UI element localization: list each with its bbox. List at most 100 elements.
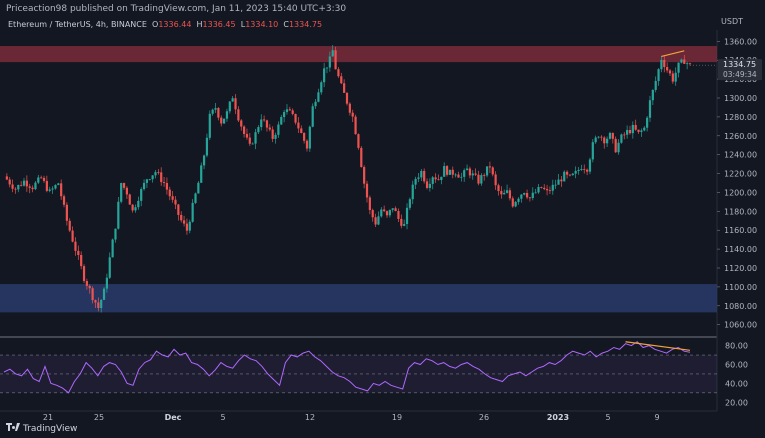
candle-body: [683, 59, 686, 64]
candle-body: [477, 174, 480, 184]
candle: [414, 176, 417, 190]
candle: [457, 171, 460, 178]
candle: [517, 197, 520, 205]
candle: [683, 54, 686, 65]
candle: [380, 207, 383, 218]
candle: [443, 162, 446, 177]
candle-body: [283, 112, 286, 118]
candle-body: [651, 89, 654, 101]
candle-body: [397, 211, 400, 219]
candle: [202, 154, 206, 170]
candle: [545, 185, 549, 196]
candle: [560, 175, 563, 187]
candle-body: [631, 124, 634, 134]
candle: [594, 135, 597, 144]
candle-body: [360, 147, 363, 168]
price-tick-label: 1300.00: [724, 94, 757, 103]
candle: [85, 278, 88, 290]
candle: [305, 139, 309, 152]
candle: [668, 68, 672, 76]
candle-body: [628, 130, 632, 134]
candle: [365, 180, 369, 203]
candle: [257, 125, 260, 135]
price-tick-label: 1200.00: [724, 188, 757, 197]
candle-body: [594, 137, 597, 143]
candle-body: [197, 182, 200, 194]
candle: [231, 95, 234, 102]
candle: [394, 206, 397, 212]
candle-body: [263, 119, 266, 121]
candle-body: [157, 172, 160, 173]
candle-body: [131, 204, 134, 211]
candle: [374, 213, 377, 227]
candle: [80, 251, 83, 270]
brand-label: TradingView: [23, 424, 78, 434]
candle-body: [425, 181, 429, 188]
candle-body: [343, 83, 346, 93]
candle-body: [588, 159, 592, 172]
candle-body: [577, 169, 580, 171]
candle: [5, 173, 8, 181]
candle: [185, 218, 189, 235]
candle-body: [174, 199, 177, 205]
candle-body: [137, 200, 140, 208]
candle: [520, 194, 523, 203]
candle-body: [228, 101, 231, 112]
candle-body: [168, 189, 171, 197]
candle-body: [480, 175, 483, 184]
candle-body: [291, 110, 294, 114]
candle-body: [337, 69, 340, 77]
candle: [243, 125, 246, 138]
candle-body: [411, 184, 414, 200]
candle: [637, 129, 640, 134]
candle-body: [528, 197, 532, 199]
candle: [171, 191, 174, 203]
candle-body: [102, 288, 106, 300]
candle-body: [114, 228, 117, 240]
candle-body: [217, 108, 220, 118]
candle-body: [405, 207, 409, 224]
candle-body: [634, 124, 637, 130]
candle-body: [385, 211, 389, 216]
candle: [557, 174, 560, 185]
candle: [403, 219, 406, 227]
candle: [265, 119, 269, 132]
rsi-tick-label: 60.00: [725, 360, 748, 369]
candle-body: [351, 112, 354, 117]
candle: [340, 72, 343, 85]
candle-body: [560, 179, 563, 182]
candle-body: [311, 106, 314, 127]
candle-body: [611, 132, 614, 139]
candle-body: [408, 199, 411, 208]
low-value: 1334.10: [245, 20, 279, 29]
candle: [565, 170, 569, 179]
tradingview-brand[interactable]: TradingView: [6, 423, 77, 434]
candle-body: [551, 184, 554, 191]
candle-body: [245, 133, 249, 138]
candle-body: [85, 281, 88, 286]
candle-body: [565, 171, 569, 175]
candle: [434, 173, 437, 183]
candle: [68, 218, 71, 233]
candle: [368, 195, 371, 215]
last-price-value: 1334.75: [723, 60, 756, 69]
candle: [8, 177, 11, 188]
candle-body: [108, 257, 111, 278]
rsi-divergence-line: [625, 341, 691, 351]
candle-body: [285, 109, 289, 113]
candle-body: [497, 185, 500, 192]
candle-body: [100, 299, 103, 308]
candle: [654, 76, 657, 93]
time-tick-label: 19: [392, 413, 402, 422]
candle: [82, 264, 86, 284]
candle: [125, 186, 129, 199]
candle-body: [637, 129, 640, 132]
candle-body: [688, 63, 692, 65]
candle-body: [420, 170, 423, 178]
candle-body: [674, 72, 677, 82]
candle-body: [231, 98, 234, 102]
time-tick-label: 5: [220, 413, 225, 422]
candle-body: [663, 59, 666, 68]
candle-body: [340, 76, 343, 84]
